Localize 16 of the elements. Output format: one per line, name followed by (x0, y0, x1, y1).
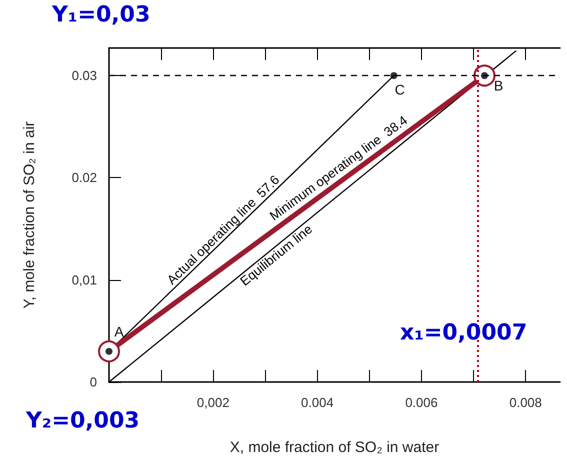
x-tick-label: 0.008 (509, 395, 542, 410)
annotation: x₁=0,0007 (400, 320, 528, 346)
annotation: A (114, 323, 124, 340)
y-tick-label: 0 (90, 374, 97, 390)
y-tick-label: 0.02 (72, 170, 97, 186)
text: Y₁=0,03 (51, 2, 150, 28)
y-tick-label: 0.03 (72, 68, 97, 84)
x-tick-label: 0,002 (196, 395, 230, 410)
annotation: C (394, 82, 405, 98)
text: Y₂=0,003 (25, 408, 140, 434)
x-tick-label: 0.006 (405, 395, 438, 410)
y-axis-title: Y, mole fraction of SO₂ in air (21, 121, 38, 309)
x-axis-title: X, mole fraction of SO₂ in water (230, 439, 440, 456)
x-tick-label: 0.004 (301, 395, 334, 410)
y-tick-label: 0,01 (72, 272, 97, 288)
annotation: B (494, 78, 504, 94)
